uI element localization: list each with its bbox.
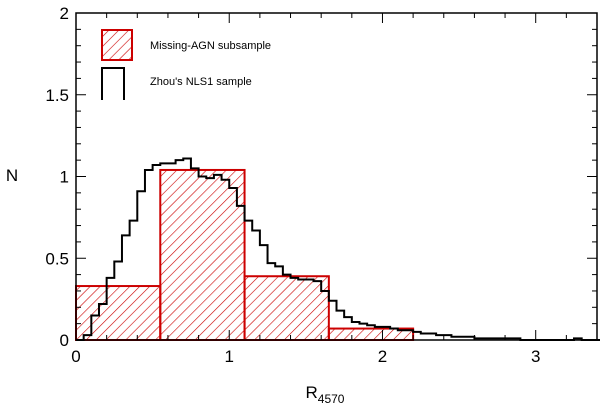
legend-label-nls1: Zhou's NLS1 sample (150, 76, 252, 88)
x-axis-label: R4570 (306, 383, 345, 406)
y-tick-label: 1.5 (45, 86, 69, 105)
y-tick-label: 0.5 (45, 249, 69, 268)
x-tick-label: 0 (71, 347, 80, 366)
x-tick-label: 3 (531, 347, 540, 366)
x-axis-label-subscript: 4570 (318, 392, 345, 406)
axes: 0 1 2 3 0 0.5 1 1.5 2 (45, 4, 598, 366)
hatched-bar (159, 168, 246, 341)
y-tick-label: 0 (60, 331, 69, 350)
legend-label-missing-agn: Missing-AGN subsample (150, 40, 271, 52)
y-tick-label: 2 (60, 4, 69, 23)
legend-swatch-missing-agn (101, 29, 133, 61)
x-axis-label-main: R (306, 383, 318, 402)
hatched-bar (243, 275, 330, 341)
x-tick-label: 1 (225, 347, 234, 366)
plot-area (75, 157, 600, 342)
legend: Missing-AGN subsample Zhou's NLS1 sample (101, 29, 271, 100)
hatched-bar (75, 285, 162, 342)
nls1-step-line (76, 157, 600, 341)
y-tick-label: 1 (60, 168, 69, 187)
legend-swatch-nls1 (101, 67, 125, 100)
y-axis-label: N (6, 166, 18, 185)
x-tick-label: 2 (378, 347, 387, 366)
